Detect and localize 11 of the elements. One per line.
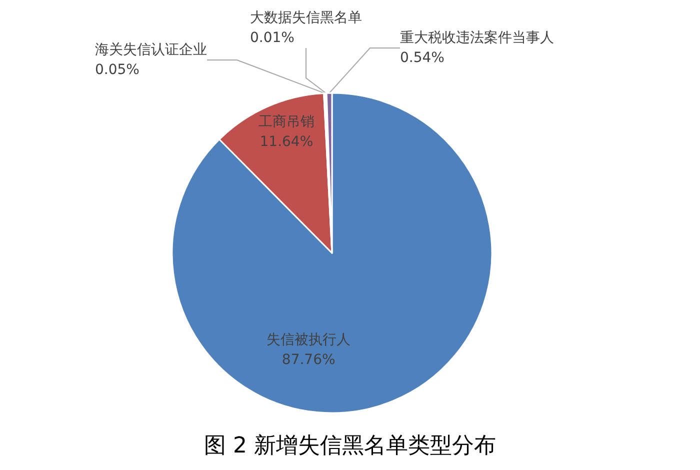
- data-label: 11.64%: [260, 134, 314, 150]
- slice-label: 失信被执行人: [266, 332, 351, 348]
- slice-label: 重大税收违法案件当事人: [400, 29, 554, 46]
- data-label: 0.05%: [95, 62, 140, 78]
- text: 图 2 新增失信黑名单类型分布: [204, 434, 496, 458]
- data-label: 0.01%: [250, 30, 294, 46]
- slice-label: 工商吊销: [258, 114, 314, 130]
- slice-label: 海关失信认证企业: [95, 42, 207, 58]
- data-label: 0.54%: [400, 50, 444, 66]
- slice-label: 大数据失信黑名单: [250, 10, 362, 26]
- data-label: 87.76%: [282, 352, 336, 368]
